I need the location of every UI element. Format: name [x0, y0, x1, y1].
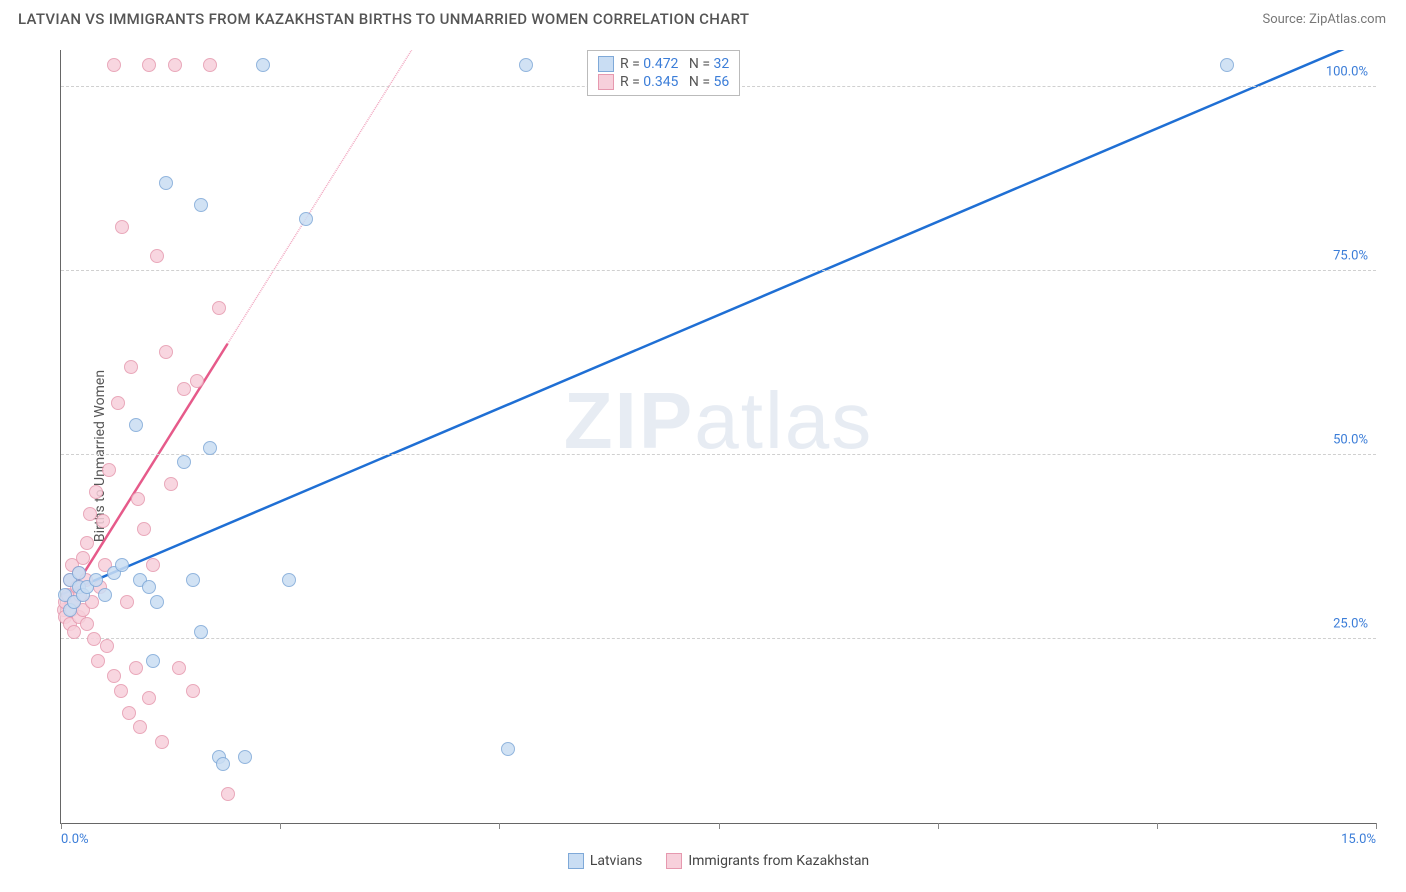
data-point-latvians: [177, 455, 191, 469]
x-tick: [1376, 823, 1377, 829]
x-tick: [719, 823, 720, 829]
swatch-latvians: [598, 56, 614, 72]
data-point-kazakhstan: [114, 684, 128, 698]
source-attribution: Source: ZipAtlas.com: [1262, 12, 1386, 27]
chart-container: Births to Unmarried Women ZIPatlas R = 0…: [18, 40, 1386, 872]
data-point-kazakhstan: [142, 691, 156, 705]
x-tick: [1157, 823, 1158, 829]
x-tick-label: 15.0%: [1341, 832, 1376, 847]
data-point-kazakhstan: [212, 301, 226, 315]
source-link[interactable]: ZipAtlas.com: [1309, 12, 1386, 27]
x-tick: [61, 823, 62, 829]
data-point-kazakhstan: [111, 396, 125, 410]
data-point-kazakhstan: [107, 669, 121, 683]
data-point-latvians: [299, 212, 313, 226]
data-point-latvians: [256, 58, 270, 72]
data-point-kazakhstan: [177, 382, 191, 396]
data-point-kazakhstan: [172, 661, 186, 675]
data-point-kazakhstan: [129, 661, 143, 675]
data-point-kazakhstan: [107, 58, 121, 72]
series-legend: Latvians Immigrants from Kazakhstan: [61, 853, 1376, 869]
data-point-kazakhstan: [120, 595, 134, 609]
chart-title: LATVIAN VS IMMIGRANTS FROM KAZAKHSTAN BI…: [18, 10, 749, 28]
x-tick: [499, 823, 500, 829]
data-point-kazakhstan: [100, 639, 114, 653]
correlation-legend: R = 0.472 N = 32 R = 0.345 N = 56: [587, 50, 740, 96]
data-point-latvians: [129, 418, 143, 432]
y-tick-label: 50.0%: [1333, 432, 1368, 447]
legend-row-latvians: R = 0.472 N = 32: [598, 55, 729, 73]
legend-row-kazakhstan: R = 0.345 N = 56: [598, 73, 729, 91]
legend-item-kazakhstan: Immigrants from Kazakhstan: [666, 853, 869, 869]
data-point-kazakhstan: [67, 625, 81, 639]
data-point-kazakhstan: [168, 58, 182, 72]
regression-lines: [61, 50, 1376, 823]
data-point-latvians: [282, 573, 296, 587]
x-tick-label: 0.0%: [61, 832, 89, 847]
data-point-kazakhstan: [150, 249, 164, 263]
data-point-kazakhstan: [131, 492, 145, 506]
data-point-latvians: [203, 441, 217, 455]
data-point-latvians: [216, 757, 230, 771]
x-tick: [280, 823, 281, 829]
y-tick-label: 75.0%: [1333, 248, 1368, 263]
data-point-kazakhstan: [124, 360, 138, 374]
legend-item-latvians: Latvians: [568, 853, 643, 869]
legend-label: Immigrants from Kazakhstan: [688, 853, 869, 869]
data-point-latvians: [115, 558, 129, 572]
data-point-kazakhstan: [159, 345, 173, 359]
data-point-kazakhstan: [186, 684, 200, 698]
data-point-kazakhstan: [203, 58, 217, 72]
data-point-latvians: [150, 595, 164, 609]
data-point-latvians: [89, 573, 103, 587]
data-point-kazakhstan: [122, 706, 136, 720]
data-point-latvians: [72, 566, 86, 580]
data-point-kazakhstan: [115, 220, 129, 234]
data-point-kazakhstan: [146, 558, 160, 572]
data-point-latvians: [238, 750, 252, 764]
data-point-kazakhstan: [142, 58, 156, 72]
data-point-latvians: [146, 654, 160, 668]
data-point-kazakhstan: [80, 617, 94, 631]
legend-label: Latvians: [590, 853, 643, 869]
data-point-latvians: [186, 573, 200, 587]
data-point-latvians: [194, 198, 208, 212]
data-point-kazakhstan: [137, 522, 151, 536]
data-point-kazakhstan: [91, 654, 105, 668]
data-point-latvians: [142, 580, 156, 594]
swatch-kazakhstan: [598, 74, 614, 90]
data-point-kazakhstan: [102, 463, 116, 477]
scatter-plot: ZIPatlas R = 0.472 N = 32 R = 0.345 N = …: [60, 50, 1376, 824]
gridline: [61, 270, 1376, 271]
data-point-kazakhstan: [133, 720, 147, 734]
gridline: [61, 454, 1376, 455]
data-point-kazakhstan: [164, 477, 178, 491]
swatch-kazakhstan: [666, 853, 682, 869]
data-point-kazakhstan: [96, 514, 110, 528]
gridline: [61, 638, 1376, 639]
data-point-latvians: [159, 176, 173, 190]
data-point-latvians: [519, 58, 533, 72]
data-point-kazakhstan: [80, 536, 94, 550]
data-point-kazakhstan: [83, 507, 97, 521]
y-tick-label: 100.0%: [1326, 64, 1368, 79]
data-point-kazakhstan: [155, 735, 169, 749]
swatch-latvians: [568, 853, 584, 869]
data-point-latvians: [1220, 58, 1234, 72]
x-tick: [938, 823, 939, 829]
data-point-kazakhstan: [221, 787, 235, 801]
data-point-latvians: [194, 625, 208, 639]
data-point-kazakhstan: [89, 485, 103, 499]
y-tick-label: 25.0%: [1333, 616, 1368, 631]
data-point-kazakhstan: [76, 551, 90, 565]
data-point-latvians: [98, 588, 112, 602]
data-point-latvians: [501, 742, 515, 756]
data-point-kazakhstan: [190, 374, 204, 388]
